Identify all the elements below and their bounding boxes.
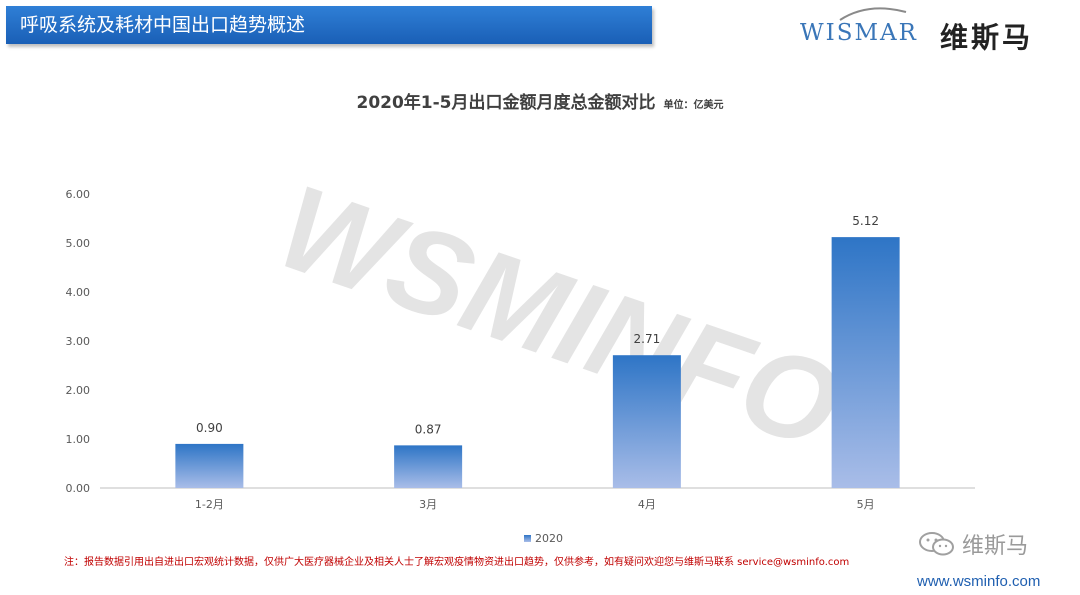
data-label: 5.12: [852, 214, 879, 228]
chart-unit: 单位：亿美元: [663, 100, 724, 111]
x-tick-label: 1-2月: [195, 498, 224, 511]
data-label: 0.87: [415, 422, 442, 436]
header-bar: 呼吸系统及耗材中国出口趋势概述: [6, 6, 652, 44]
y-tick-label: 5.00: [66, 237, 91, 250]
y-tick-label: 6.00: [66, 188, 91, 201]
logo-chinese: 维斯马: [940, 21, 1034, 54]
legend: 2020: [524, 532, 563, 545]
y-tick-label: 0.00: [66, 482, 91, 495]
bar: [612, 355, 681, 488]
page-title: 呼吸系统及耗材中国出口趋势概述: [20, 14, 306, 36]
x-tick-label: 5月: [857, 498, 875, 511]
legend-label: 2020: [535, 532, 563, 545]
y-tick-label: 4.00: [66, 286, 91, 299]
y-tick-label: 2.00: [66, 384, 91, 397]
data-label: 0.90: [196, 421, 223, 435]
chart-title-block: 2020年1-5月出口金额月度总金额对比 单位：亿美元: [0, 88, 1080, 113]
y-tick-label: 3.00: [66, 335, 91, 348]
bar: [831, 237, 900, 488]
bar: [175, 443, 244, 488]
wechat-badge: 维斯马: [918, 528, 1028, 560]
legend-swatch: [524, 535, 531, 542]
y-tick-label: 1.00: [66, 433, 91, 446]
bar: [394, 445, 463, 488]
wechat-icon: [919, 532, 954, 556]
website-link[interactable]: www.wsminfo.com: [917, 573, 1041, 590]
x-tick-label: 4月: [638, 498, 656, 511]
x-tick-label: 3月: [419, 498, 437, 511]
logo-latin: WISMAR: [800, 20, 918, 46]
wechat-label: 维斯马: [962, 534, 1029, 559]
footnote: 注：报告数据引用出自进出口宏观统计数据，仅供广大医疗器械企业及相关人士了解宏观疫…: [64, 557, 850, 568]
logo-swoosh-icon: [839, 7, 907, 21]
chart-title: 2020年1-5月出口金额月度总金额对比: [356, 93, 656, 113]
data-label: 2.71: [634, 332, 661, 346]
